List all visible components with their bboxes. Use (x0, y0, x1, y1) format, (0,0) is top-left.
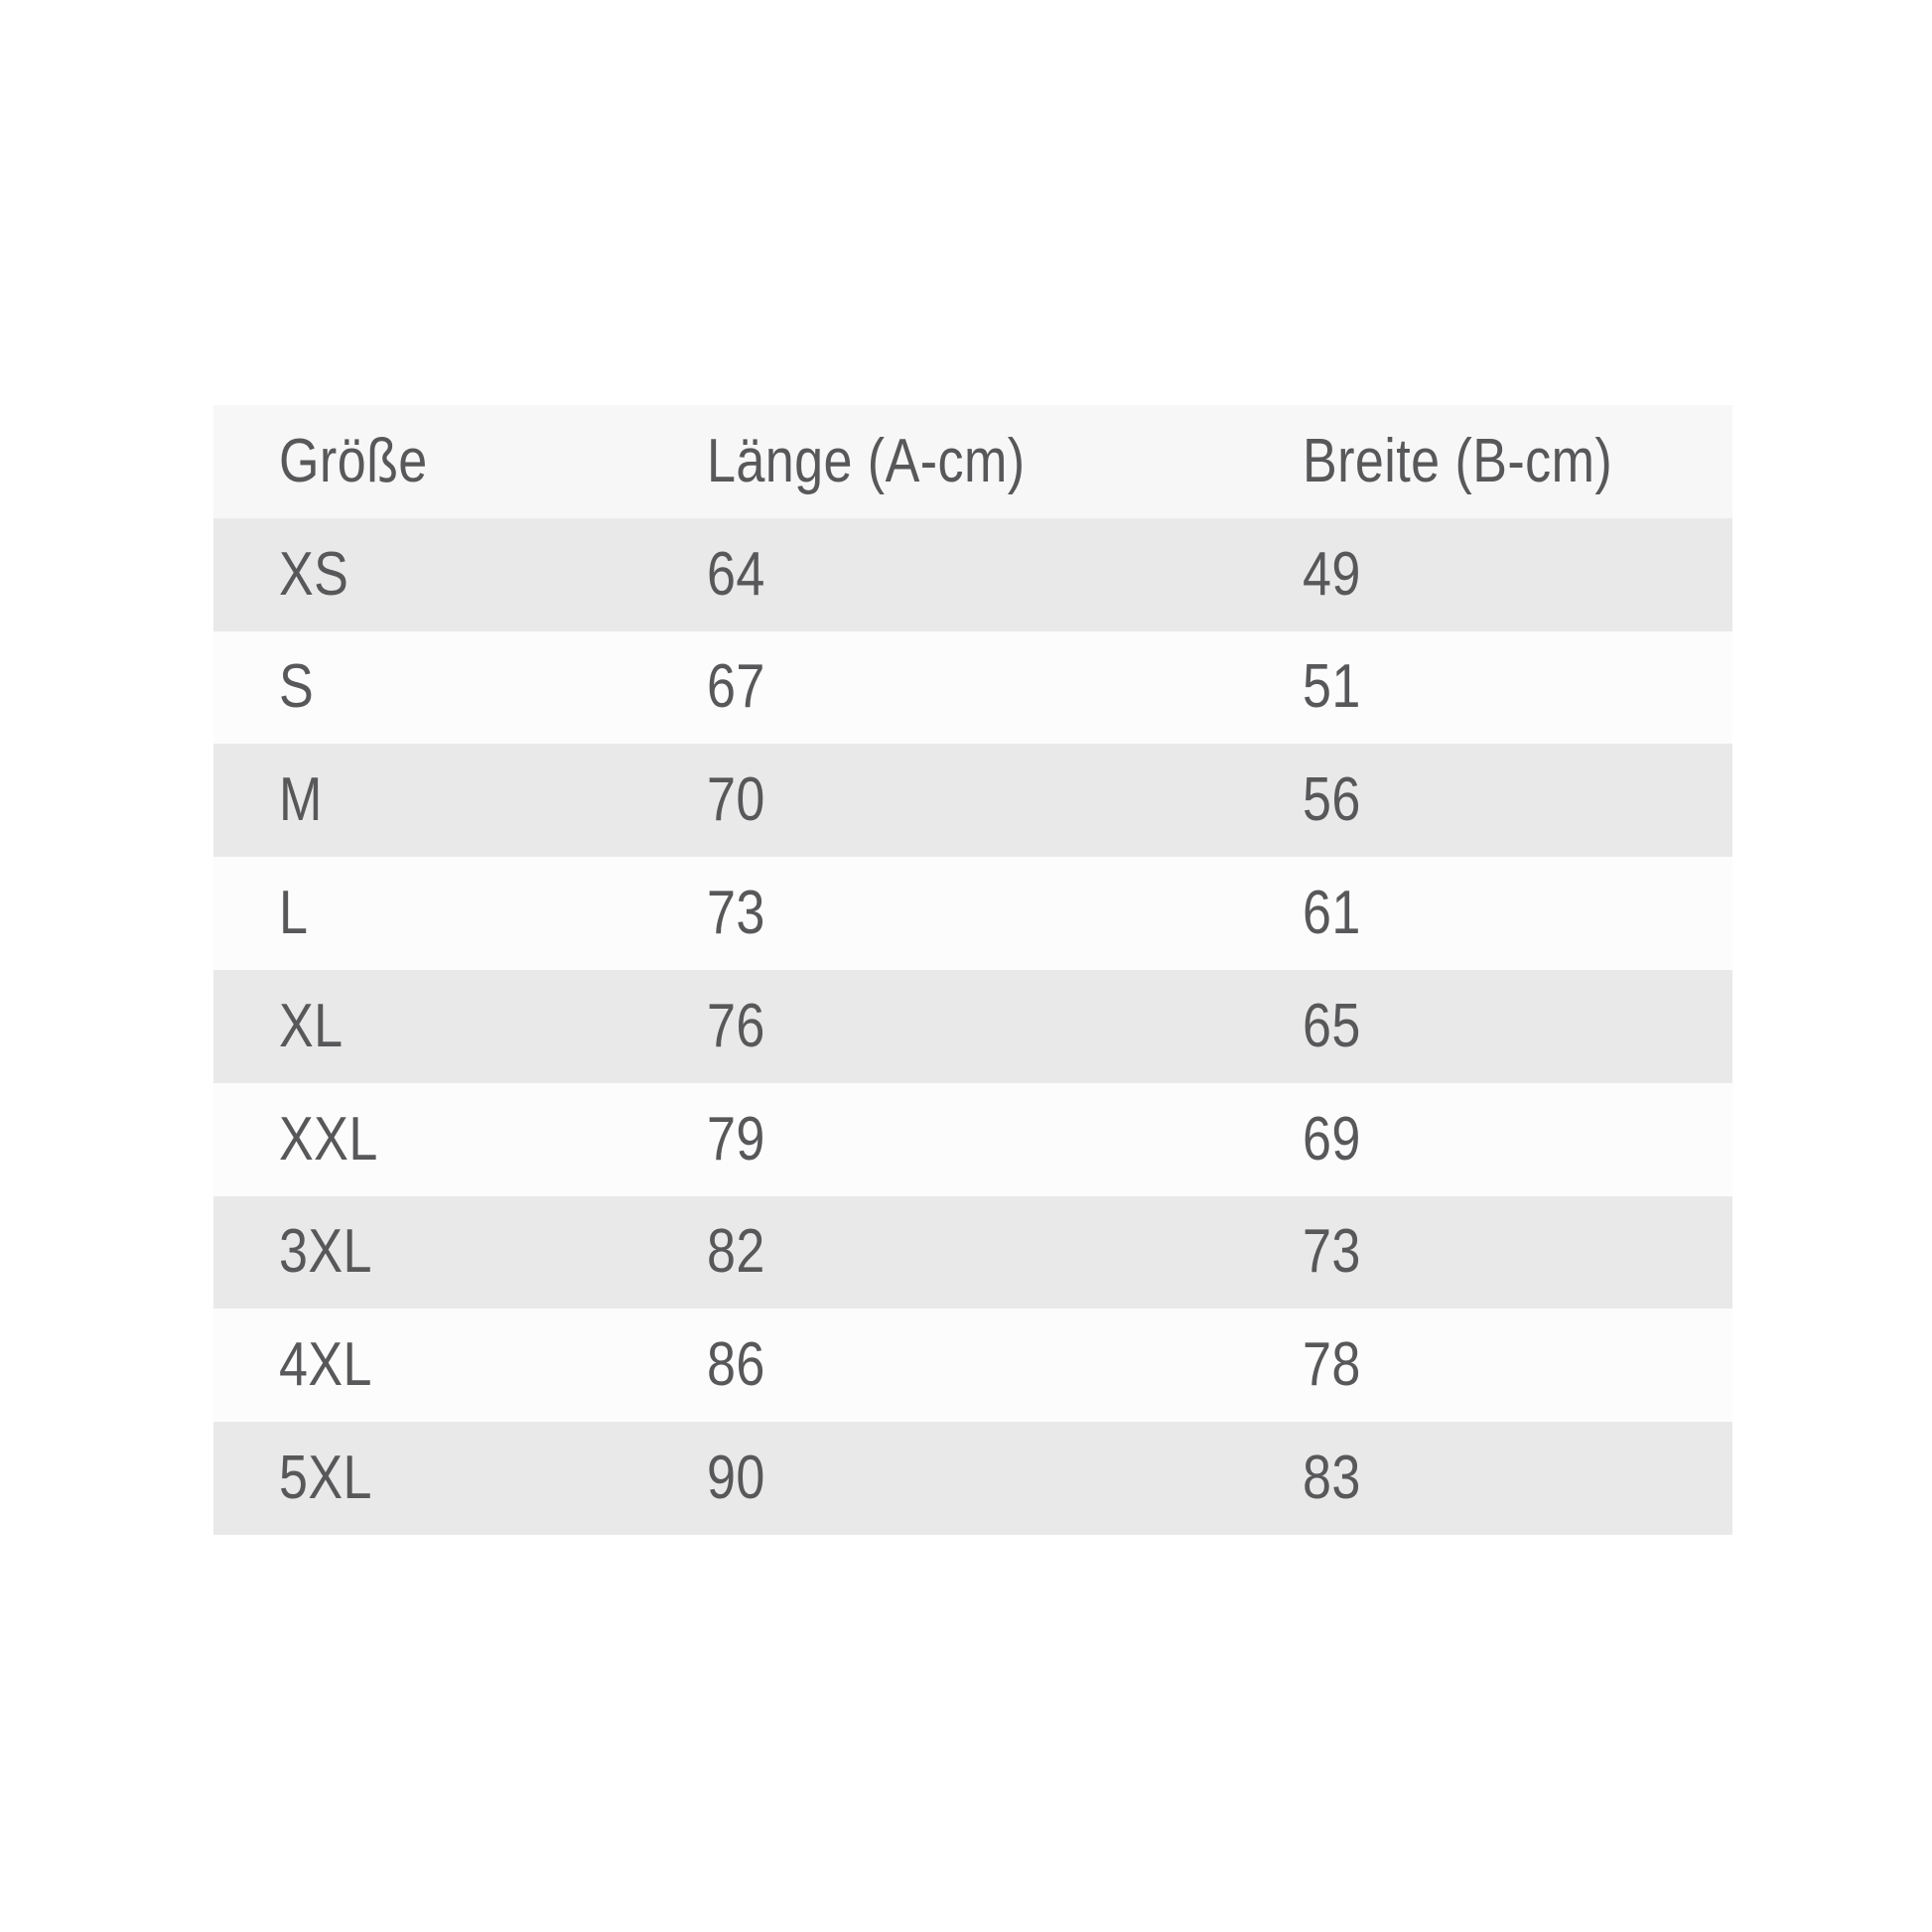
width-cell-value: 69 (1303, 1104, 1361, 1173)
table-row: L 73 61 (213, 857, 1732, 970)
length-cell-value: 79 (707, 1104, 765, 1173)
size-cell-value: 4XL (279, 1330, 372, 1400)
length-cell: 76 (707, 991, 1303, 1060)
size-cell-value: L (279, 879, 309, 948)
table-row: XS 64 49 (213, 517, 1732, 631)
length-cell-value: 76 (707, 991, 765, 1060)
table-row: XXL 79 69 (213, 1082, 1732, 1196)
size-cell: L (213, 883, 707, 944)
width-cell: 61 (1303, 883, 1732, 944)
width-cell-value: 49 (1303, 539, 1361, 609)
width-cell: 49 (1303, 539, 1732, 609)
width-cell-value: 65 (1303, 991, 1361, 1060)
size-chart-table: Größe Länge (A-cm) Breite (B-cm) XS 64 49 S… (213, 405, 1732, 1535)
table-row: S 67 51 (213, 630, 1732, 745)
column-header-width-label: Breite (B-cm) (1303, 426, 1613, 495)
length-cell: 79 (707, 1104, 1303, 1173)
size-cell: M (213, 769, 707, 831)
length-cell-value: 70 (707, 765, 765, 835)
width-cell: 51 (1303, 656, 1732, 718)
width-cell-value: 83 (1303, 1444, 1361, 1513)
width-cell: 69 (1303, 1104, 1732, 1173)
length-cell: 67 (707, 656, 1303, 718)
width-cell: 65 (1303, 991, 1732, 1060)
size-cell: S (213, 656, 707, 718)
length-cell-value: 64 (707, 539, 765, 609)
length-cell: 90 (707, 1448, 1303, 1509)
width-cell: 73 (1303, 1221, 1732, 1283)
size-cell-value: M (279, 765, 323, 835)
length-cell-value: 73 (707, 879, 765, 948)
size-cell: XXL (213, 1104, 707, 1173)
size-cell-value: XL (279, 991, 344, 1060)
size-cell-value: XS (279, 539, 349, 609)
size-cell: 3XL (213, 1221, 707, 1283)
length-cell: 86 (707, 1334, 1303, 1396)
table-row: 4XL 86 78 (213, 1309, 1732, 1423)
width-cell-value: 56 (1303, 765, 1361, 835)
length-cell: 64 (707, 539, 1303, 609)
length-cell-value: 86 (707, 1330, 765, 1400)
size-cell: XL (213, 991, 707, 1060)
width-cell: 83 (1303, 1448, 1732, 1509)
column-header-size: Größe (213, 426, 707, 495)
width-cell-value: 61 (1303, 879, 1361, 948)
width-cell: 56 (1303, 769, 1732, 831)
width-cell-value: 78 (1303, 1330, 1361, 1400)
size-cell: XS (213, 539, 707, 609)
size-cell: 5XL (213, 1448, 707, 1509)
column-header-size-label: Größe (279, 426, 428, 495)
size-cell-value: S (279, 652, 315, 722)
size-cell-value: 3XL (279, 1217, 372, 1287)
size-cell-value: XXL (279, 1104, 378, 1173)
table-row: M 70 56 (213, 744, 1732, 858)
length-cell: 82 (707, 1221, 1303, 1283)
length-cell-value: 67 (707, 652, 765, 722)
length-cell: 73 (707, 883, 1303, 944)
table-row: 3XL 82 73 (213, 1195, 1732, 1310)
column-header-length-label: Länge (A-cm) (707, 426, 1026, 495)
width-cell: 78 (1303, 1334, 1732, 1396)
width-cell-value: 73 (1303, 1217, 1361, 1287)
length-cell: 70 (707, 769, 1303, 831)
length-cell-value: 90 (707, 1444, 765, 1513)
table-header-row: Größe Länge (A-cm) Breite (B-cm) (213, 405, 1732, 518)
size-cell-value: 5XL (279, 1444, 372, 1513)
width-cell-value: 51 (1303, 652, 1361, 722)
size-cell: 4XL (213, 1334, 707, 1396)
column-header-length: Länge (A-cm) (707, 426, 1303, 495)
length-cell-value: 82 (707, 1217, 765, 1287)
table-row: 5XL 90 83 (213, 1422, 1732, 1535)
column-header-width: Breite (B-cm) (1303, 426, 1732, 495)
table-row: XL 76 65 (213, 969, 1732, 1083)
